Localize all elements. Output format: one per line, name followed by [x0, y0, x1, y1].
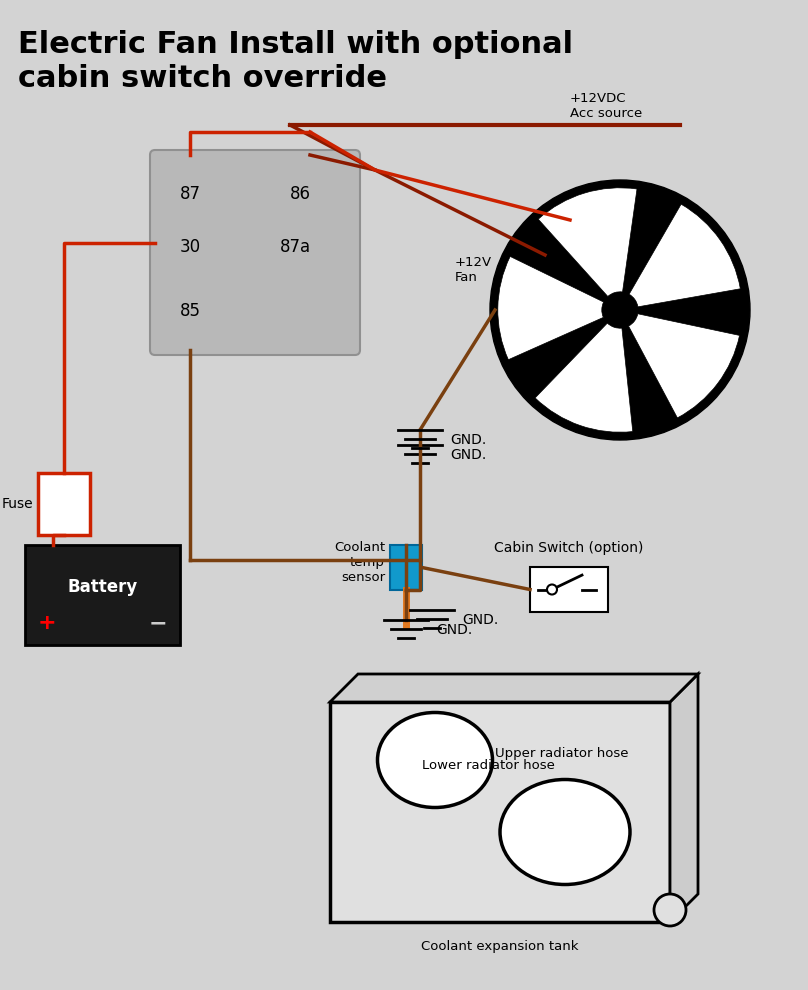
Wedge shape — [498, 256, 604, 359]
Bar — [330, 702, 670, 922]
Text: 30: 30 — [180, 239, 201, 256]
Text: 87a: 87a — [280, 239, 311, 256]
Ellipse shape — [500, 779, 630, 884]
Text: +12V
Fan: +12V Fan — [455, 256, 492, 284]
Bar — [38, 473, 90, 535]
Text: Battery: Battery — [67, 578, 137, 596]
Circle shape — [490, 180, 750, 440]
Text: Fuse: Fuse — [2, 497, 33, 511]
Text: Electric Fan Install with optional
cabin switch override: Electric Fan Install with optional cabin… — [18, 30, 573, 93]
Bar — [530, 567, 608, 612]
Ellipse shape — [377, 713, 493, 808]
Polygon shape — [670, 674, 698, 922]
Wedge shape — [535, 323, 633, 433]
Text: GND.: GND. — [450, 448, 486, 462]
Text: 87: 87 — [180, 185, 201, 203]
Circle shape — [606, 296, 634, 324]
Polygon shape — [330, 674, 698, 702]
Circle shape — [547, 584, 557, 595]
Text: GND.: GND. — [450, 433, 486, 447]
Bar — [390, 545, 422, 590]
Text: GND.: GND. — [436, 623, 472, 637]
Text: Cabin Switch (option): Cabin Switch (option) — [494, 541, 644, 555]
Text: +12VDC
Acc source: +12VDC Acc source — [570, 92, 642, 120]
Wedge shape — [538, 188, 637, 296]
Text: Coolant expansion tank: Coolant expansion tank — [421, 940, 579, 953]
Wedge shape — [629, 204, 740, 307]
Text: Lower radiator hose: Lower radiator hose — [422, 759, 555, 772]
Text: +: + — [38, 613, 57, 633]
Text: 85: 85 — [180, 302, 201, 320]
Wedge shape — [629, 314, 739, 418]
FancyBboxPatch shape — [150, 150, 360, 355]
Text: Upper radiator hose: Upper radiator hose — [495, 747, 629, 760]
Circle shape — [654, 894, 686, 926]
Text: −: − — [149, 613, 167, 633]
Text: Coolant
temp
sensor: Coolant temp sensor — [334, 541, 385, 584]
Text: 86: 86 — [290, 185, 311, 203]
Bar — [25, 545, 180, 645]
Text: GND.: GND. — [462, 613, 499, 627]
